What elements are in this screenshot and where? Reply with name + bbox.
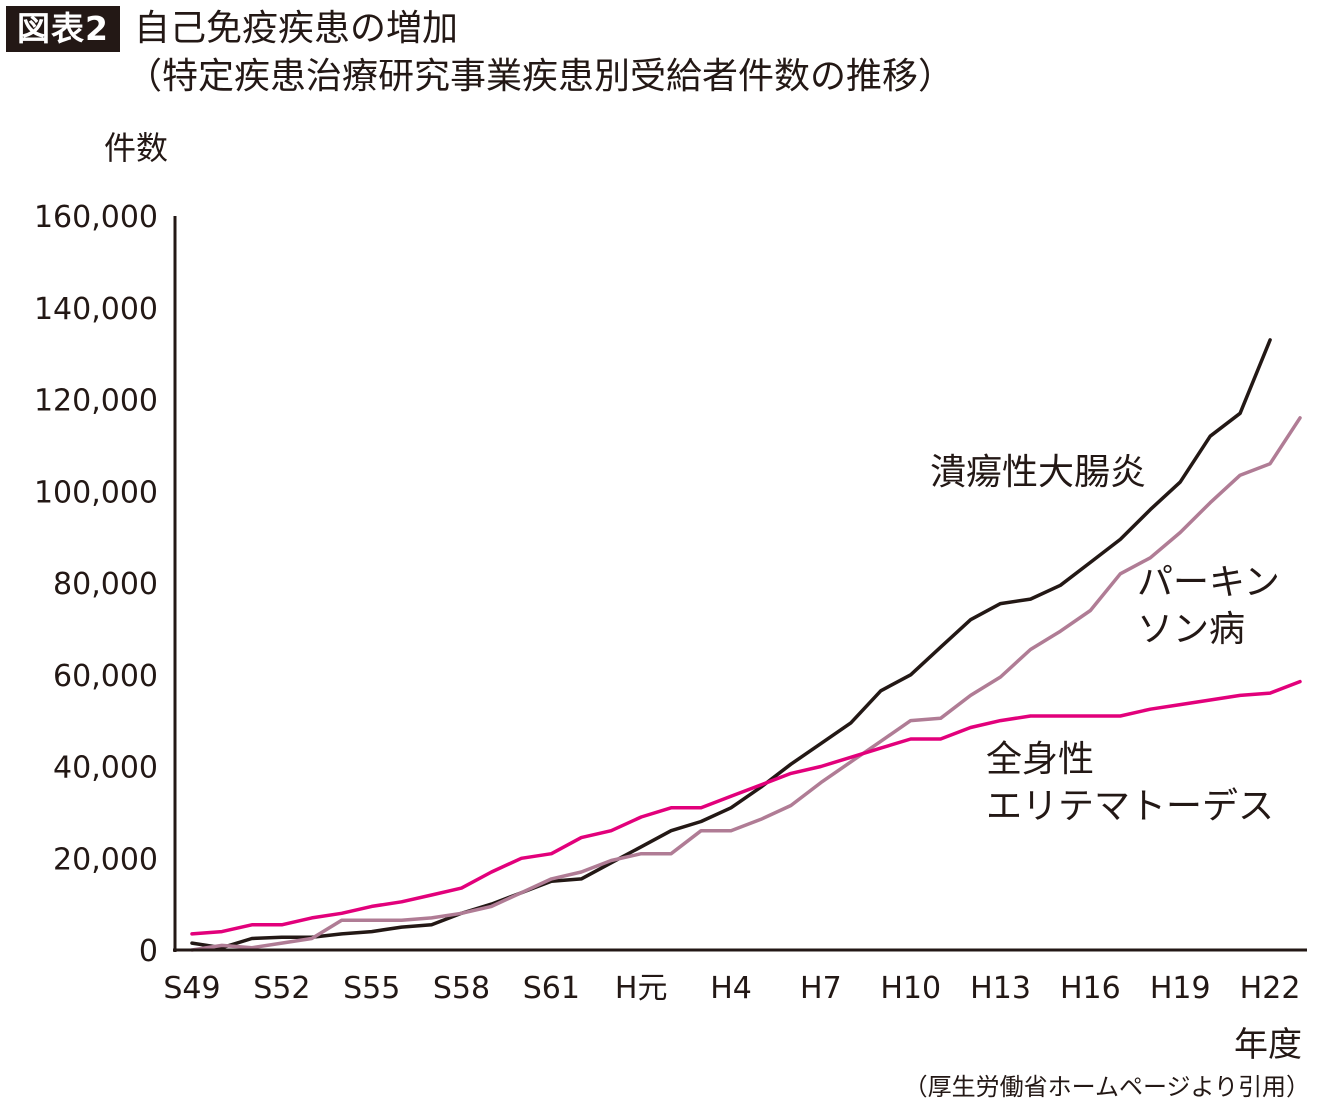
chart-subtitle: （特定疾患治療研究事業疾患別受給者件数の推移） <box>126 56 955 97</box>
series-line-1 <box>190 416 1302 952</box>
source-note: （厚生労働省ホームページより引用） <box>903 1073 1310 1101</box>
y-tick-label: 120,000 <box>34 384 158 419</box>
x-tick-label: S49 <box>163 971 220 1006</box>
x-axis-label: 年度 <box>1234 1025 1302 1065</box>
y-tick-labels: 0 20,000 40,000 60,000 80,000 100,000 120,000 1… <box>34 200 158 969</box>
y-tick-label: 20,000 <box>53 842 158 877</box>
y-tick-label: 140,000 <box>34 292 158 327</box>
x-tick-label: H16 <box>1060 971 1121 1006</box>
x-tick-label: S58 <box>433 971 490 1006</box>
x-tick-label: S52 <box>253 971 310 1006</box>
y-tick-label: 60,000 <box>53 659 158 694</box>
x-tick-label: S55 <box>343 971 400 1006</box>
series-line-2 <box>190 679 1302 936</box>
y-tick-label: 80,000 <box>53 567 158 602</box>
y-tick-label: 0 <box>139 934 158 969</box>
y-axis-label: 件数 <box>104 129 169 167</box>
series-label: ソン病 <box>1137 609 1245 650</box>
y-tick-label: 100,000 <box>34 475 158 510</box>
y-tick-label: 160,000 <box>34 200 158 235</box>
x-tick-labels: S49 S52 S55 S58 S61 H元 H4 H7 H10 H13 H16 H19 H22 <box>163 971 1300 1006</box>
data-series <box>190 338 1302 952</box>
x-tick-label: H22 <box>1240 971 1301 1006</box>
y-tick-label: 40,000 <box>53 751 158 786</box>
x-tick-label: H13 <box>970 971 1031 1006</box>
x-tick-label: H19 <box>1150 971 1211 1006</box>
series-label: 全身性 <box>986 739 1094 780</box>
x-tick-label: S61 <box>523 971 580 1006</box>
series-label: 潰瘍性大腸炎 <box>930 452 1146 493</box>
series-label: パーキン <box>1137 562 1280 603</box>
series-line-0 <box>190 338 1272 950</box>
series-label: エリテマトーデス <box>986 786 1274 827</box>
chart-title: 自己免疫疾患の増加 <box>134 8 459 49</box>
x-tick-label: H7 <box>800 971 842 1006</box>
x-tick-label: H10 <box>880 971 941 1006</box>
x-tick-label: H4 <box>710 971 752 1006</box>
figure-number-badge: 図表2 <box>6 6 120 52</box>
x-tick-label: H元 <box>615 971 668 1006</box>
